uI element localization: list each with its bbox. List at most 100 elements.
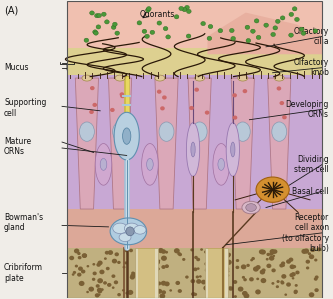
Circle shape <box>292 7 297 11</box>
Circle shape <box>226 274 229 277</box>
Circle shape <box>136 274 139 277</box>
Bar <box>67 1 322 54</box>
Circle shape <box>165 251 168 254</box>
Circle shape <box>96 263 101 267</box>
Circle shape <box>269 252 273 256</box>
Text: Developing
ORNs: Developing ORNs <box>286 100 329 119</box>
Circle shape <box>295 17 299 22</box>
Circle shape <box>129 249 133 252</box>
Circle shape <box>189 106 194 110</box>
Circle shape <box>99 270 105 274</box>
Ellipse shape <box>218 158 224 170</box>
Ellipse shape <box>256 177 289 202</box>
Circle shape <box>251 257 255 260</box>
Circle shape <box>249 277 254 281</box>
Circle shape <box>185 275 189 279</box>
Circle shape <box>140 267 143 270</box>
Circle shape <box>156 267 160 271</box>
Circle shape <box>201 280 206 284</box>
Circle shape <box>185 5 189 10</box>
Circle shape <box>120 94 125 98</box>
Circle shape <box>262 269 266 272</box>
Circle shape <box>122 289 125 292</box>
Circle shape <box>234 295 237 298</box>
Circle shape <box>112 259 117 263</box>
Circle shape <box>280 281 284 285</box>
Circle shape <box>272 249 277 254</box>
Circle shape <box>256 277 259 280</box>
Circle shape <box>203 285 209 291</box>
Circle shape <box>186 9 191 13</box>
Circle shape <box>155 260 160 265</box>
Ellipse shape <box>155 75 165 81</box>
Circle shape <box>94 31 98 35</box>
Text: Mature
ORNs: Mature ORNs <box>4 137 31 156</box>
Circle shape <box>190 248 194 251</box>
Circle shape <box>164 281 170 286</box>
Bar <box>135 248 158 298</box>
Polygon shape <box>114 112 139 160</box>
Circle shape <box>142 29 147 33</box>
Circle shape <box>277 86 281 91</box>
Circle shape <box>210 290 214 294</box>
Circle shape <box>207 36 212 40</box>
Circle shape <box>69 256 74 260</box>
Circle shape <box>150 263 155 267</box>
Ellipse shape <box>272 122 287 141</box>
Circle shape <box>89 287 94 292</box>
Circle shape <box>115 252 119 256</box>
Circle shape <box>75 265 78 268</box>
Circle shape <box>246 264 250 267</box>
Circle shape <box>201 22 205 26</box>
Circle shape <box>101 288 104 291</box>
Ellipse shape <box>242 201 260 214</box>
Ellipse shape <box>80 122 94 141</box>
Circle shape <box>214 250 218 254</box>
Circle shape <box>281 261 285 265</box>
Text: Odorants: Odorants <box>140 10 175 19</box>
Ellipse shape <box>159 122 174 141</box>
Circle shape <box>95 13 99 18</box>
Circle shape <box>82 253 87 258</box>
Circle shape <box>162 265 166 269</box>
Circle shape <box>223 291 225 293</box>
Ellipse shape <box>126 227 134 236</box>
Circle shape <box>299 27 304 31</box>
Circle shape <box>197 267 199 270</box>
Circle shape <box>205 268 210 273</box>
Circle shape <box>194 88 199 92</box>
Circle shape <box>117 293 121 296</box>
Circle shape <box>225 253 230 258</box>
Circle shape <box>238 286 243 292</box>
Ellipse shape <box>119 233 131 242</box>
Circle shape <box>226 260 232 265</box>
Circle shape <box>292 265 296 269</box>
Circle shape <box>225 262 229 266</box>
Circle shape <box>132 272 138 277</box>
Polygon shape <box>226 123 239 176</box>
Ellipse shape <box>82 75 92 81</box>
Circle shape <box>193 267 197 271</box>
Circle shape <box>194 256 198 259</box>
Text: Receptor
cell axon
(to olfactory
bulb): Receptor cell axon (to olfactory bulb) <box>282 213 329 253</box>
Circle shape <box>98 293 101 296</box>
Circle shape <box>117 261 121 264</box>
Circle shape <box>102 12 106 16</box>
Circle shape <box>177 289 182 293</box>
Circle shape <box>205 111 209 115</box>
Circle shape <box>294 291 297 294</box>
Circle shape <box>157 281 161 286</box>
Circle shape <box>233 115 237 120</box>
Ellipse shape <box>231 142 235 157</box>
Circle shape <box>79 281 85 286</box>
Bar <box>67 248 322 298</box>
Circle shape <box>149 259 154 263</box>
Circle shape <box>191 292 195 296</box>
Circle shape <box>282 264 285 267</box>
Circle shape <box>78 256 82 259</box>
Circle shape <box>113 22 117 26</box>
Circle shape <box>295 271 300 274</box>
Text: (A): (A) <box>4 5 18 15</box>
Circle shape <box>289 273 294 277</box>
Circle shape <box>148 270 153 274</box>
